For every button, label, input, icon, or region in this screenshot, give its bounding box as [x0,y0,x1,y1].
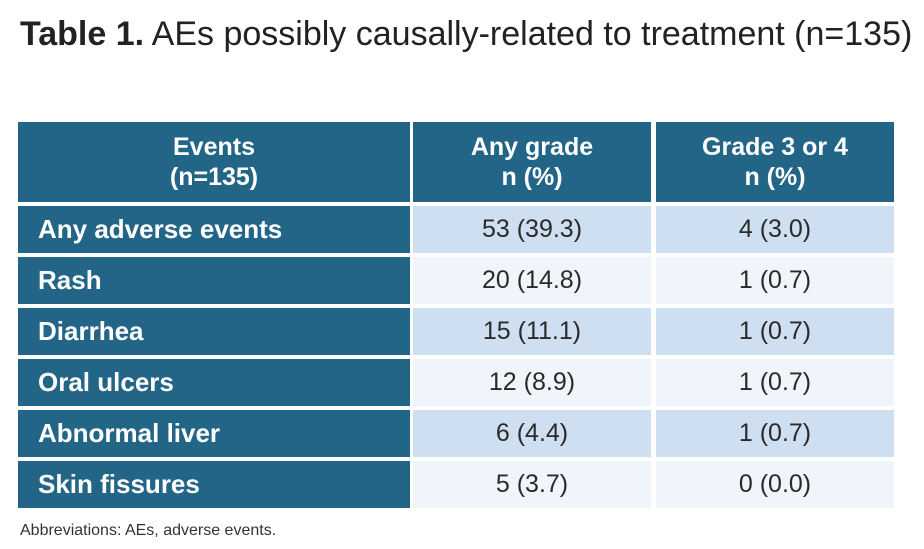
grade-3-4-cell: 1 (0.7) [656,257,894,304]
any-grade-cell: 20 (14.8) [413,257,651,304]
header-any-grade: Any grade n (%) [413,122,651,202]
any-grade-cell: 12 (8.9) [413,359,651,406]
table-title: Table 1. AEs possibly causally-related t… [20,12,920,56]
header-events: Events (n=135) [18,122,410,202]
footnote: Abbreviations: AEs, adverse events. [20,522,277,539]
event-name-cell: Abnormal liver [18,410,410,457]
event-name-cell: Diarrhea [18,308,410,355]
header-line: Grade 3 or 4 [702,133,848,161]
table-label: Table 1. [20,15,145,53]
grade-3-4-cell: 1 (0.7) [656,359,894,406]
header-line: n (%) [744,163,806,191]
event-name-cell: Any adverse events [18,206,410,253]
grade-3-4-cell: 4 (3.0) [656,206,894,253]
any-grade-cell: 6 (4.4) [413,410,651,457]
header-line: Any grade [470,133,594,161]
header-line: Events [173,133,255,161]
any-grade-cell: 5 (3.7) [413,461,651,508]
event-name-cell: Rash [18,257,410,304]
any-grade-cell: 15 (11.1) [413,308,651,355]
header-line: n (%) [501,163,563,191]
grade-3-4-cell: 1 (0.7) [656,308,894,355]
grade-3-4-cell: 0 (0.0) [656,461,894,508]
grade-3-4-cell: 1 (0.7) [656,410,894,457]
event-name-cell: Skin fissures [18,461,410,508]
any-grade-cell: 53 (39.3) [413,206,651,253]
event-name-cell: Oral ulcers [18,359,410,406]
header-grade-3-4: Grade 3 or 4 n (%) [656,122,894,202]
header-line: (n=135) [169,163,259,191]
table-caption: AEs possibly causally-related to treatme… [151,15,913,53]
